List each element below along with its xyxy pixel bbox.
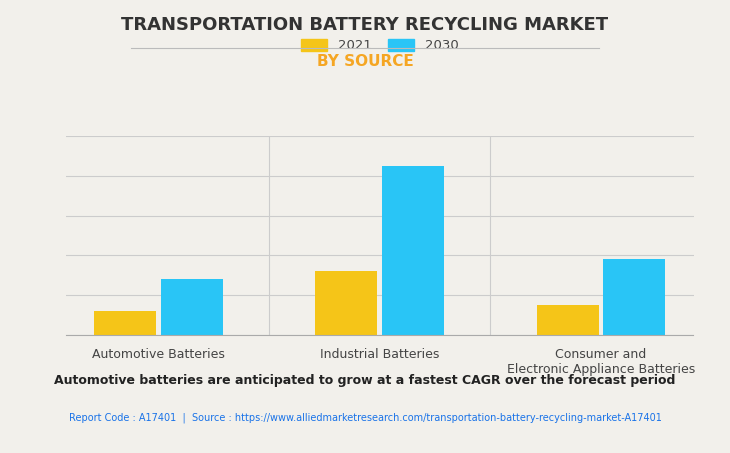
- Bar: [382, 166, 444, 335]
- Text: BY SOURCE: BY SOURCE: [317, 54, 413, 69]
- Bar: [94, 311, 156, 335]
- Legend: 2021, 2030: 2021, 2030: [301, 39, 458, 52]
- Text: Report Code : A17401  |  Source : https://www.alliedmarketresearch.com/transport: Report Code : A17401 | Source : https://…: [69, 412, 661, 423]
- Bar: [161, 280, 223, 335]
- Text: TRANSPORTATION BATTERY RECYCLING MARKET: TRANSPORTATION BATTERY RECYCLING MARKET: [121, 16, 609, 34]
- Text: Automotive batteries are anticipated to grow at a fastest CAGR over the forecast: Automotive batteries are anticipated to …: [54, 374, 676, 387]
- Bar: [603, 260, 665, 335]
- Bar: [315, 271, 377, 335]
- Bar: [537, 305, 599, 335]
